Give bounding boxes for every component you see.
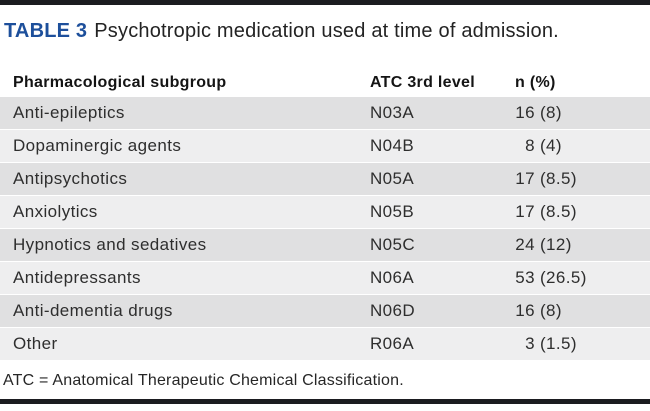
cell-n: 17 (8.5) [515, 169, 650, 189]
cell-subgroup: Anti-dementia drugs [13, 301, 173, 320]
n-count: 53 [515, 268, 535, 287]
cell-n: 3 (1.5) [515, 334, 650, 354]
table-row: Anti-dementia drugs N06D 16 (8) [0, 295, 650, 328]
table-row: Other R06A 3 (1.5) [0, 328, 650, 361]
cell-subgroup: Dopaminergic agents [13, 136, 182, 155]
cell-atc: N05B [370, 202, 415, 221]
cell-atc: N06A [370, 268, 415, 287]
cell-subgroup: Anxiolytics [13, 202, 98, 221]
table-caption: TABLE 3 Psychotropic medication used at t… [4, 20, 644, 43]
table-row: Antipsychotics N05A 17 (8.5) [0, 163, 650, 196]
bottom-rule [0, 399, 650, 404]
table-row: Antidepressants N06A 53 (26.5) [0, 262, 650, 295]
top-rule [0, 0, 650, 5]
n-count: 3 [525, 334, 535, 353]
n-percent: (1.5) [540, 334, 577, 353]
data-table: Pharmacological subgroup ATC 3rd level n… [0, 68, 650, 361]
table-row: Anti-epileptics N03A 16 (8) [0, 97, 650, 130]
cell-subgroup: Antidepressants [13, 268, 141, 287]
n-count: 17 [515, 169, 535, 188]
cell-n: 17 (8.5) [515, 202, 650, 222]
n-count: 16 [515, 301, 535, 320]
table-row: Anxiolytics N05B 17 (8.5) [0, 196, 650, 229]
n-count: 16 [515, 103, 535, 122]
cell-atc: R06A [370, 334, 415, 353]
n-percent: (8) [540, 103, 562, 122]
cell-n: 16 (8) [515, 103, 650, 123]
table-caption-text: Psychotropic medication used at time of … [94, 20, 559, 42]
cell-atc: N05A [370, 169, 415, 188]
cell-subgroup: Other [13, 334, 58, 353]
cell-n: 53 (26.5) [515, 268, 650, 288]
cell-atc: N04B [370, 136, 415, 155]
table-row: Hypnotics and sedatives N05C 24 (12) [0, 229, 650, 262]
n-percent: (8) [540, 301, 562, 320]
table-number-label: TABLE 3 [4, 20, 88, 42]
n-count: 8 [525, 136, 535, 155]
n-percent: (8.5) [540, 202, 577, 221]
n-count: 17 [515, 202, 535, 221]
cell-atc: N05C [370, 235, 416, 254]
cell-atc: N06D [370, 301, 416, 320]
table-row: Dopaminergic agents N04B 8 (4) [0, 130, 650, 163]
cell-n: 8 (4) [515, 136, 650, 156]
column-header-subgroup: Pharmacological subgroup [13, 73, 227, 91]
n-percent: (26.5) [540, 268, 587, 287]
cell-n: 16 (8) [515, 301, 650, 321]
n-percent: (12) [540, 235, 572, 254]
table-header-row: Pharmacological subgroup ATC 3rd level n… [0, 68, 650, 97]
cell-atc: N03A [370, 103, 415, 122]
cell-subgroup: Hypnotics and sedatives [13, 235, 207, 254]
n-percent: (4) [540, 136, 562, 155]
n-count: 24 [515, 235, 535, 254]
cell-n: 24 (12) [515, 235, 650, 255]
n-percent: (8.5) [540, 169, 577, 188]
cell-subgroup: Antipsychotics [13, 169, 128, 188]
cell-subgroup: Anti-epileptics [13, 103, 125, 122]
column-header-n: n (%) [515, 73, 556, 91]
column-header-atc: ATC 3rd level [370, 73, 475, 91]
table-footnote: ATC = Anatomical Therapeutic Chemical Cl… [3, 372, 404, 389]
